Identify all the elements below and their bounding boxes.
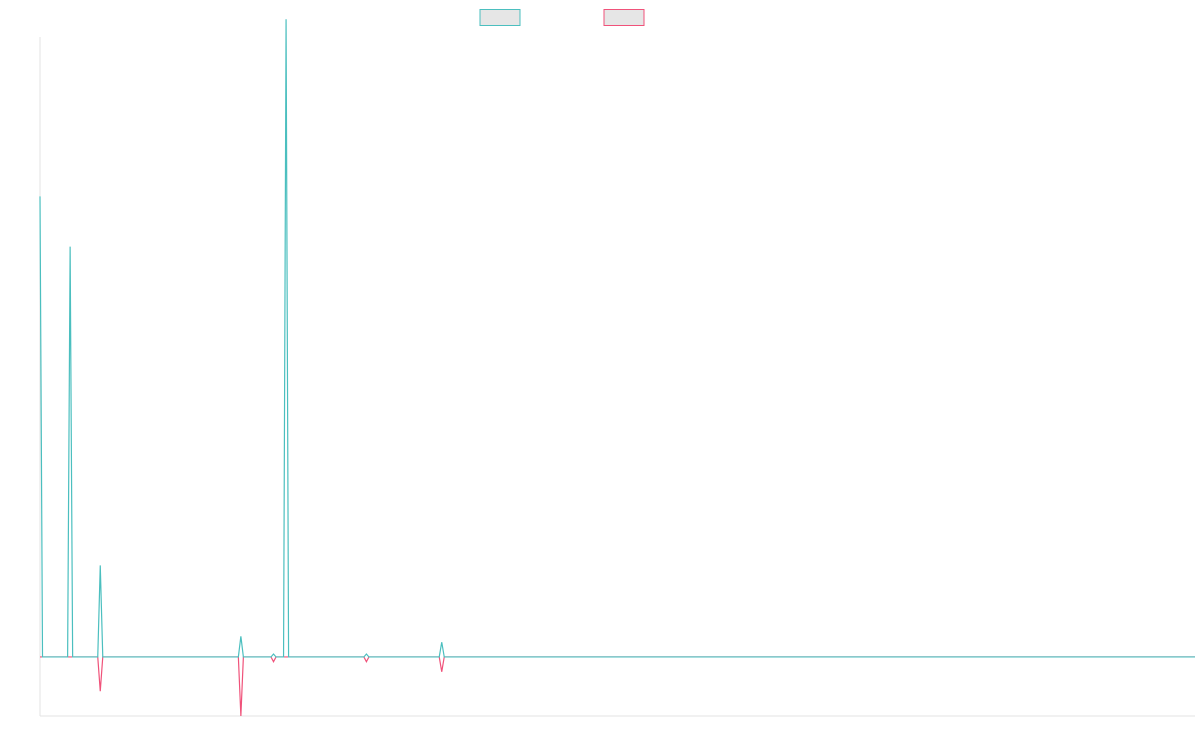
legend [479, 9, 645, 26]
series-group [39, 19, 1195, 717]
axes [39, 37, 1195, 717]
legend-swatch-1[interactable] [479, 9, 521, 26]
series-line-1 [39, 19, 1195, 658]
series-line-2 [40, 656, 1195, 717]
legend-swatch-2[interactable] [603, 9, 645, 26]
